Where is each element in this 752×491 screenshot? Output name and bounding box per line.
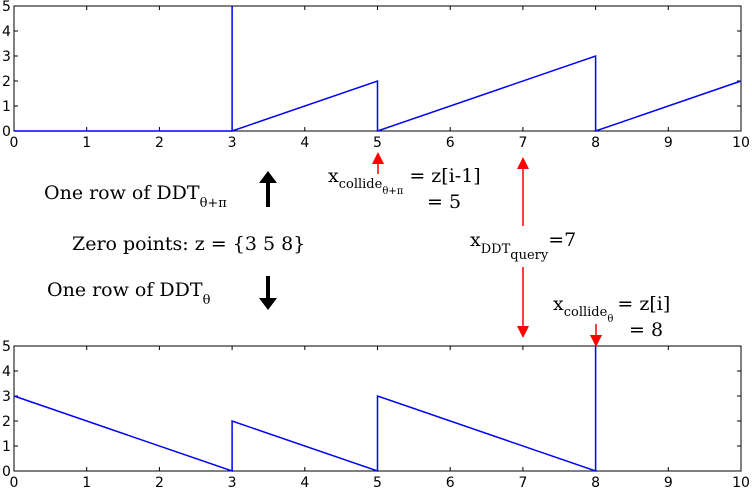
x-tick-label: 1: [82, 135, 91, 151]
bottom-chart-ticks: 0 1 2 3 4 5 6 7 8 9 10 0 1 2 3 4 5: [2, 339, 750, 491]
top-ddt-series-line: [14, 6, 742, 133]
collide-pi-label: xcollideθ+π= z[i-1]: [328, 165, 481, 197]
y-tick-label: 4: [2, 24, 11, 40]
arrow-up-icon: [259, 171, 277, 207]
y-tick-label: 3: [2, 49, 11, 65]
y-tick-label: 4: [2, 364, 11, 380]
arrow-down-icon: [259, 276, 277, 310]
x-tick-label: 7: [518, 475, 527, 491]
collide-pi-value: = 5: [427, 191, 461, 213]
x-tick-label: 5: [373, 135, 382, 151]
x-tick-label: 10: [732, 475, 750, 491]
x-tick-label: 7: [518, 135, 527, 151]
x-tick-label: 6: [446, 475, 455, 491]
bottom-ddt-chart: 0 1 2 3 4 5 6 7 8 9 10 0 1 2 3 4 5: [2, 339, 750, 491]
x-tick-label: 9: [664, 135, 673, 151]
collide-label: xcollideθ= z[i]: [553, 293, 670, 325]
x-tick-label: 0: [10, 475, 19, 491]
y-tick-label: 5: [2, 339, 11, 355]
zero-points-label: Zero points: z = {3 5 8}: [72, 233, 305, 255]
x-tick-label: 9: [664, 475, 673, 491]
x-tick-label: 1: [82, 475, 91, 491]
top-row-label: One row of DDTθ+π: [44, 182, 227, 211]
x-tick-label: 5: [373, 475, 382, 491]
x-tick-label: 0: [10, 135, 19, 151]
y-tick-label: 5: [2, 0, 11, 15]
x-tick-label: 4: [300, 475, 309, 491]
y-tick-label: 0: [2, 464, 11, 480]
x-tick-label: 4: [300, 135, 309, 151]
collide-value: = 8: [629, 319, 663, 341]
bottom-row-label: One row of DDTθ: [47, 279, 211, 308]
bottom-ddt-series-line: [13, 346, 597, 473]
x-tick-label: 3: [228, 475, 237, 491]
y-tick-label: 3: [2, 389, 11, 405]
top-chart-ticks: 0 1 2 3 4 5 6 7 8 9 10 0 1 2 3 4 5: [2, 0, 750, 151]
y-tick-label: 1: [2, 99, 11, 115]
y-tick-label: 2: [2, 74, 11, 90]
x-tick-label: 10: [732, 135, 750, 151]
x-tick-label: 2: [155, 475, 164, 491]
top-ddt-chart: 0 1 2 3 4 5 6 7 8 9 10 0 1 2 3 4 5: [2, 0, 750, 151]
x-tick-label: 3: [228, 135, 237, 151]
x-tick-label: 6: [446, 135, 455, 151]
x-tick-label: 2: [155, 135, 164, 151]
y-tick-label: 2: [2, 414, 11, 430]
query-label: xDDTquery=7: [470, 229, 576, 263]
x-tick-label: 8: [591, 475, 600, 491]
x-tick-label: 8: [591, 135, 600, 151]
y-tick-label: 0: [2, 124, 11, 140]
y-tick-label: 1: [2, 439, 11, 455]
